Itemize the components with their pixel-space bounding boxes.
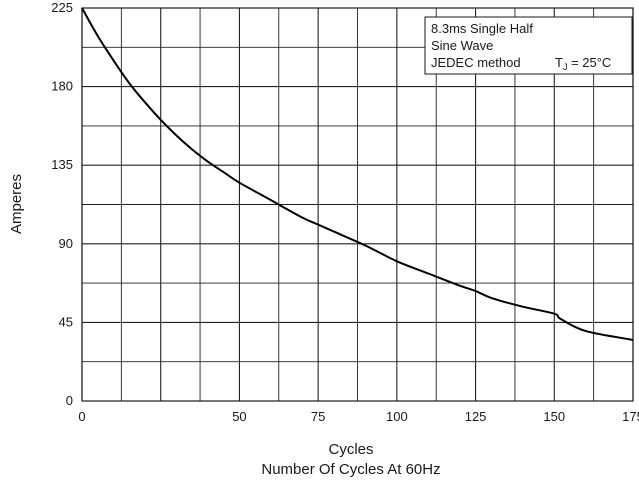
- legend-line-3: JEDEC method: [431, 55, 521, 70]
- y-tick-label: 90: [59, 236, 73, 251]
- y-tick-label: 45: [59, 314, 73, 329]
- x-tick-label: 125: [465, 409, 487, 424]
- plot-frame: [81, 7, 634, 402]
- legend-box: 8.3ms Single Half Sine Wave JEDEC method…: [424, 16, 633, 75]
- x-axis-title: Cycles: [328, 441, 373, 458]
- legend-line-2: Sine Wave: [431, 38, 493, 53]
- x-tick-label: 150: [543, 409, 565, 424]
- x-tick-label: 50: [232, 409, 246, 424]
- y-axis-ticks: 0 45 90 135 180 225: [51, 0, 73, 408]
- y-tick-label: 180: [51, 79, 73, 94]
- legend-line-1: 8.3ms Single Half: [431, 21, 533, 36]
- x-tick-label: 175: [622, 409, 639, 424]
- y-tick-label: 225: [51, 0, 73, 15]
- y-axis-title: Amperes: [8, 174, 25, 234]
- x-tick-label: 75: [311, 409, 325, 424]
- legend-condition: TJ = 25°C: [555, 55, 611, 72]
- x-axis-ticks: 0 50 75 100 125 150 175: [78, 409, 639, 424]
- x-tick-label: 100: [386, 409, 408, 424]
- surge-current-curve: [81, 7, 634, 341]
- x-tick-label: 0: [78, 409, 85, 424]
- x-axis-subtitle: Number Of Cycles At 60Hz: [261, 461, 440, 478]
- y-tick-label: 135: [51, 157, 73, 172]
- legend-condition-subscript: J: [563, 62, 568, 72]
- y-tick-label: 0: [66, 393, 73, 408]
